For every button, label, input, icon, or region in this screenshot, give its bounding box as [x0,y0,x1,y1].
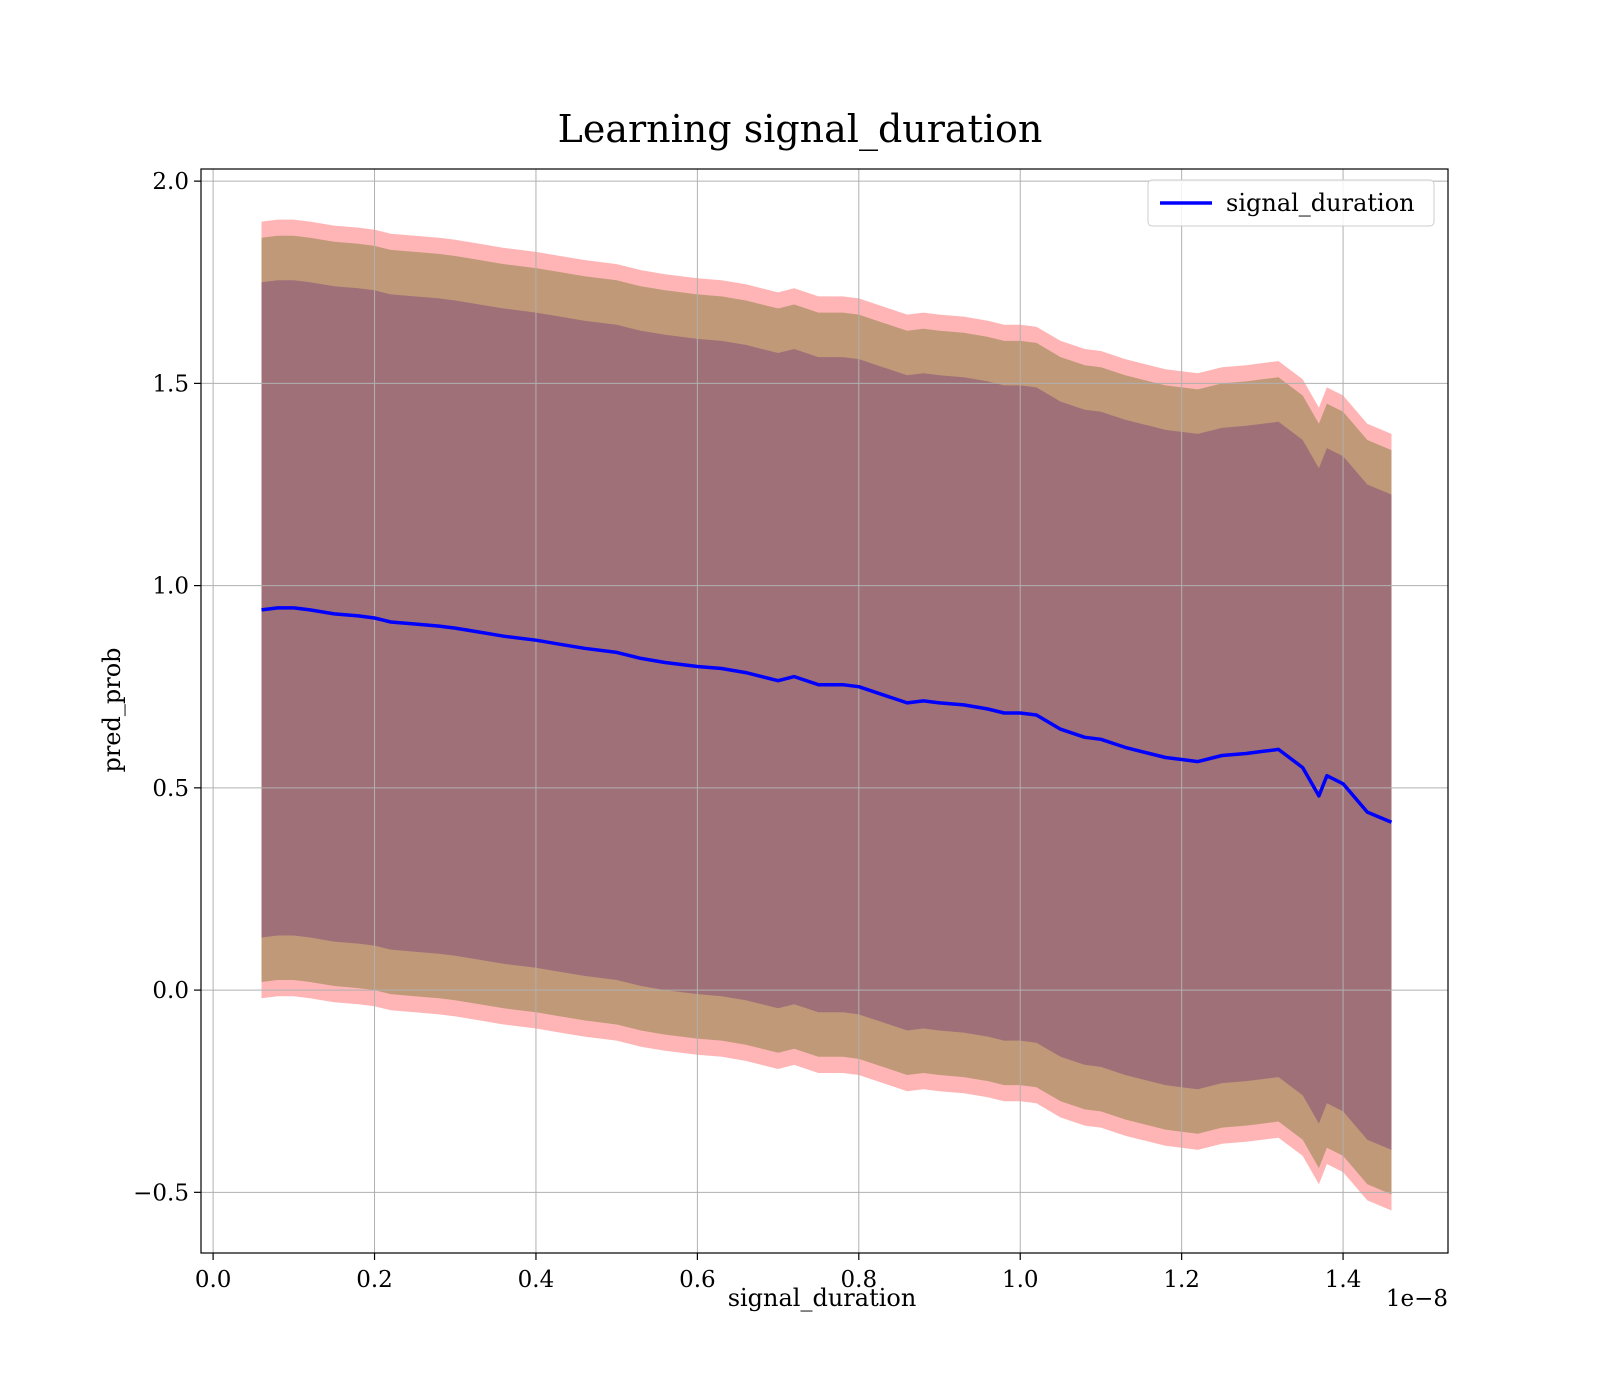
y-tick-label: 1.5 [152,371,189,397]
grid [201,169,1448,1253]
x-tick-label: 0.6 [679,1267,716,1293]
x-tick-label: 0.4 [518,1267,555,1293]
x-axis-label: signal_duration [728,1284,917,1312]
y-tick-label: 1.0 [152,574,189,600]
x-tick-label: 0.2 [356,1267,393,1293]
y-axis-label: pred_prob [98,647,126,772]
y-axis-ticks: −0.5 0.0 0.5 1.0 1.5 2.0 [133,169,201,1206]
x-axis-ticks: 0.0 0.2 0.4 0.6 0.8 1.0 1.2 1.4 [195,1253,1362,1293]
chart-title: Learning signal_duration [558,107,1043,152]
series-line [261,606,1393,824]
plot-frame [200,168,1449,1254]
series-lines [261,606,1393,824]
legend-label: signal_duration [1226,189,1415,217]
x-tick-label: 1.2 [1163,1267,1200,1293]
y-tick-label: −0.5 [133,1180,189,1206]
x-tick-label: 0.0 [195,1267,232,1293]
y-tick-label: 2.0 [152,169,189,195]
x-tick-label: 1.0 [1002,1267,1039,1293]
legend: signal_duration [1147,179,1435,227]
x-axis-offset-text: 1e−8 [1386,1286,1448,1312]
y-tick-label: 0.5 [152,776,189,802]
legend-box [1147,179,1435,227]
x-tick-label: 0.8 [841,1267,878,1293]
band-inner [261,280,1392,1150]
y-tick-label: 0.0 [152,978,189,1004]
confidence-bands [261,219,1392,1211]
x-tick-label: 1.4 [1325,1267,1362,1293]
